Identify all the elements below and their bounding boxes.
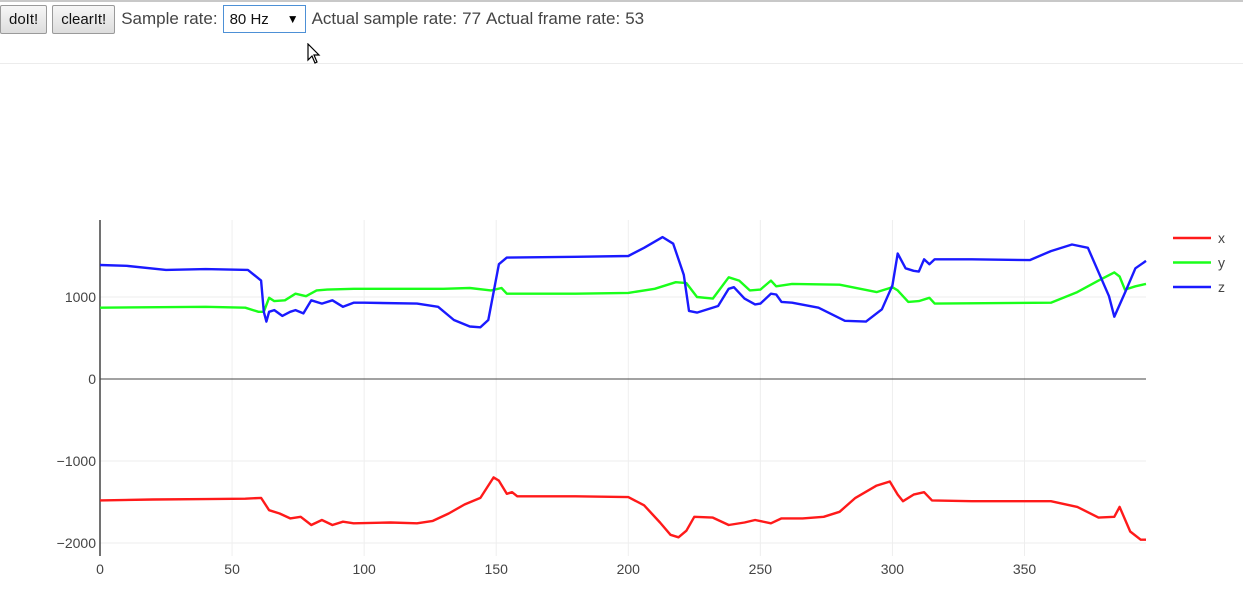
toolbar: doIt! clearIt! Sample rate: 80 Hz ▼ Actu… <box>0 3 649 35</box>
series-line-y <box>99 271 1147 313</box>
actual-sample-rate-value: 77 <box>462 9 482 28</box>
y-tick-label: 1000 <box>65 289 96 305</box>
actual-frame-rate-value: 53 <box>625 9 645 28</box>
legend-label-x: x <box>1218 230 1225 246</box>
sample-rate-label: Sample rate: <box>121 9 218 28</box>
clearit-button[interactable]: clearIt! <box>52 4 116 34</box>
series-line-x <box>99 476 1146 541</box>
mouse-cursor-icon <box>307 43 321 64</box>
y-tick-label: 0 <box>88 371 96 387</box>
toolbar-divider <box>0 63 1243 64</box>
window-top-border <box>0 0 1243 2</box>
sample-rate-select[interactable]: 80 Hz ▼ <box>222 5 306 33</box>
x-tick-label: 300 <box>881 561 905 577</box>
x-tick-label: 350 <box>1013 561 1037 577</box>
legend-label-z: z <box>1218 279 1225 295</box>
actual-sample-rate-label: Actual sample rate: <box>311 9 458 28</box>
x-tick-label: 250 <box>749 561 773 577</box>
legend-label-y: y <box>1218 255 1225 271</box>
doit-button[interactable]: doIt! <box>0 4 48 34</box>
dropdown-arrow-icon: ▼ <box>286 12 299 26</box>
x-tick-label: 150 <box>485 561 509 577</box>
x-tick-label: 200 <box>617 561 641 577</box>
y-tick-label: −2000 <box>57 535 97 551</box>
sample-rate-selected-value: 80 Hz <box>229 10 269 28</box>
x-tick-label: 50 <box>224 561 240 577</box>
x-tick-label: 0 <box>96 561 104 577</box>
y-tick-label: −1000 <box>57 453 97 469</box>
actual-frame-rate-label: Actual frame rate: <box>486 9 621 28</box>
x-tick-label: 100 <box>352 561 376 577</box>
series-line-z <box>99 235 1147 329</box>
